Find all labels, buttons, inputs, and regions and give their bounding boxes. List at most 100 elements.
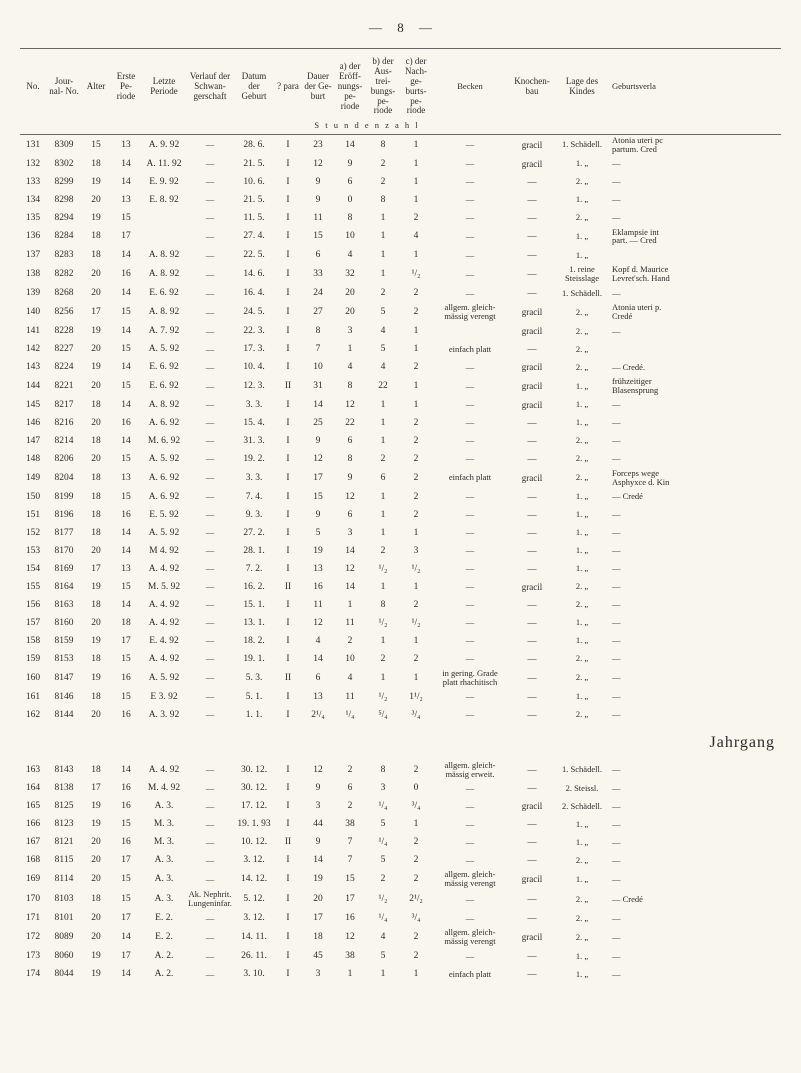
table-cell: 2. „ (556, 927, 608, 947)
table-cell: — (186, 596, 234, 614)
table-cell: I (274, 560, 302, 578)
table-cell: 18 (82, 688, 110, 706)
table-cell: 169 (20, 869, 46, 889)
table-cell: 15 (110, 376, 142, 396)
table-cell: I (274, 227, 302, 247)
table-cell: — (608, 909, 781, 927)
table-cell: 19 (82, 632, 110, 650)
table-cell: 1 (400, 155, 432, 173)
table-cell: 17 (82, 302, 110, 322)
table-cell: I (274, 322, 302, 340)
table-cell: I (274, 927, 302, 947)
table-cell: I (274, 340, 302, 358)
table-cell: 2 (366, 869, 400, 889)
table-cell: 1 (334, 340, 366, 358)
table-cell: 9 (302, 779, 334, 797)
table-cell: 150 (20, 488, 46, 506)
table-cell: — (608, 414, 781, 432)
table-cell: 148 (20, 450, 46, 468)
table-cell: I (274, 488, 302, 506)
table-cell: E. 6. 92 (142, 284, 186, 302)
jahrgang-row: Jahrgang (20, 724, 781, 760)
table-cell: 1. „ (556, 246, 608, 264)
table-cell: 2. „ (556, 889, 608, 909)
table-cell: 28. 6. (234, 134, 274, 154)
table-cell: E. 4. 92 (142, 632, 186, 650)
table-cell: 132 (20, 155, 46, 173)
table-cell: 9 (302, 432, 334, 450)
table-cell: — (186, 468, 234, 488)
table-cell: 18 (82, 596, 110, 614)
table-row: 16081471916A. 5. 92—5. 3.II6411in gering… (20, 668, 781, 688)
table-cell: — (508, 209, 556, 227)
table-row: 14882062015A. 5. 92—19. 2.I12822——2. „— (20, 450, 781, 468)
table-cell: 2. „ (556, 209, 608, 227)
table-cell: 16 (110, 797, 142, 815)
table-cell: 3. 10. (234, 965, 274, 983)
table-cell: I (274, 797, 302, 815)
table-cell: in gering. Gradeplatt rhachitisch (432, 668, 508, 688)
table-cell: gracil (508, 358, 556, 376)
table-cell: 8299 (46, 173, 82, 191)
table-cell: 18 (82, 650, 110, 668)
table-cell: 14 (110, 927, 142, 947)
table-cell: 11 (334, 614, 366, 632)
table-cell: 2. „ (556, 668, 608, 688)
table-cell: 24. 5. (234, 302, 274, 322)
table-cell: 8143 (46, 760, 82, 780)
table-cell: frühzeitigerBlasensprung (608, 376, 781, 396)
table-cell: M. 3. (142, 833, 186, 851)
table-cell: I (274, 650, 302, 668)
table-cell: — (508, 909, 556, 927)
table-cell: gracil (508, 927, 556, 947)
table-cell: — (508, 965, 556, 983)
table-cell: 20 (82, 706, 110, 724)
table-cell: — (432, 209, 508, 227)
table-cell: — (608, 927, 781, 947)
table-cell: 1 (366, 488, 400, 506)
table-cell: 8 (366, 191, 400, 209)
table-cell: 16 (110, 506, 142, 524)
table-cell: 4 (400, 227, 432, 247)
table-cell: 20 (82, 909, 110, 927)
table-cell: 4 (366, 322, 400, 340)
table-cell: 19 (82, 797, 110, 815)
table-cell: A. 4. 92 (142, 650, 186, 668)
table-cell: ¹/₂ (366, 614, 400, 632)
table-cell: ¹/₂ (366, 560, 400, 578)
th-no: No. (20, 51, 46, 120)
stunden-row: S t u n d e n z a h l (20, 120, 781, 134)
table-cell: — (186, 358, 234, 376)
table-cell: 1 (400, 134, 432, 154)
table-row: 14082561715A. 8. 92—24. 5.I272052allgem.… (20, 302, 781, 322)
table-cell: 18 (82, 760, 110, 780)
table-cell: 5. 12. (234, 889, 274, 909)
table-cell: 15 (110, 815, 142, 833)
table-row: 14482212015E. 6. 92—12. 3.II318221—graci… (20, 376, 781, 396)
table-cell: einfach platt (432, 965, 508, 983)
table-cell: 1 (366, 396, 400, 414)
table-cell: — (432, 947, 508, 965)
table-cell: 13 (302, 560, 334, 578)
table-cell: 1. „ (556, 815, 608, 833)
table-cell: 20 (334, 302, 366, 322)
table-cell: einfach platt (432, 340, 508, 358)
table-cell: 12. 3. (234, 376, 274, 396)
table-row: 17181012017E. 2.—3. 12.I1716¹/₄³/₄——2. „… (20, 909, 781, 927)
table-cell: 9 (302, 833, 334, 851)
table-cell: 15 (302, 488, 334, 506)
table-cell: 19. 1. (234, 650, 274, 668)
table-cell: 33 (302, 264, 334, 284)
table-cell: 14 (110, 965, 142, 983)
table-cell: 8228 (46, 322, 82, 340)
table-cell: 11 (302, 596, 334, 614)
table-cell: I (274, 155, 302, 173)
table-cell: — (608, 779, 781, 797)
table-cell (432, 322, 508, 340)
table-cell: A. 3. 92 (142, 706, 186, 724)
th-nach: c) der Nach- ge- burts- pe- riode (400, 51, 432, 120)
table-cell: ¹/₄ (366, 909, 400, 927)
table-cell: allgem. gleich-mässig verengt (432, 302, 508, 322)
table-cell: — (432, 833, 508, 851)
table-cell: 20 (82, 542, 110, 560)
